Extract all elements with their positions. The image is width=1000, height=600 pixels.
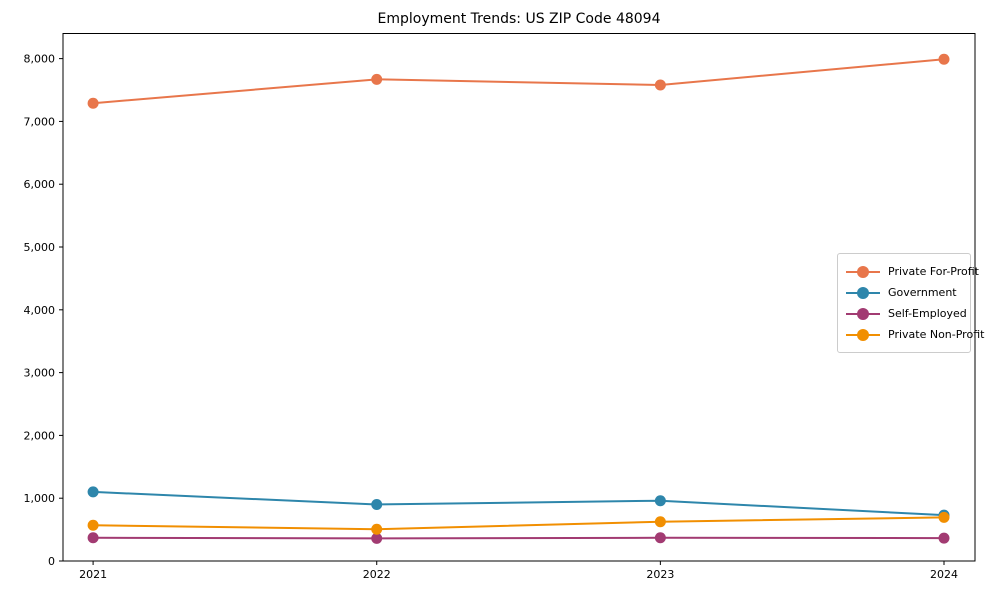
series-marker-private-non-profit xyxy=(371,523,383,535)
series-marker-private-for-profit xyxy=(371,73,383,85)
series-line-private-non-profit xyxy=(93,516,945,531)
series-marker-private-for-profit xyxy=(87,97,99,109)
series-marker-self-employed xyxy=(654,532,666,544)
x-axis-tick-label: 2024 xyxy=(930,568,958,581)
series-marker-self-employed xyxy=(87,532,99,544)
series-marker-private-for-profit xyxy=(654,79,666,91)
y-axis-tick-label: 6,000 xyxy=(24,178,56,191)
series-marker-government xyxy=(654,495,666,507)
legend-label: Private Non-Profit xyxy=(888,328,985,341)
x-axis-tick-label: 2023 xyxy=(646,568,674,581)
legend-label: Private For-Profit xyxy=(888,265,979,278)
series-line-private-for-profit xyxy=(93,58,945,105)
legend-item-private-for-profit: Private For-Profit xyxy=(846,261,979,282)
series-line-self-employed xyxy=(93,536,944,540)
series-marker-government xyxy=(371,498,383,510)
y-axis-tick-label: 3,000 xyxy=(24,367,56,380)
y-axis-tick-label: 2,000 xyxy=(24,429,56,442)
y-axis-tick-label: 1,000 xyxy=(24,492,56,505)
legend: Private For-Profit Government Self-Employe… xyxy=(837,253,984,353)
series-marker-private-for-profit xyxy=(938,53,950,65)
series-marker-private-non-profit xyxy=(87,519,99,531)
y-axis-tick-label: 0 xyxy=(48,555,55,568)
y-axis-tick-label: 7,000 xyxy=(24,115,56,128)
y-axis-tick-label: 5,000 xyxy=(24,241,56,254)
series-marker-self-employed xyxy=(371,532,383,544)
series-marker-government xyxy=(87,486,99,498)
y-axis-tick-label: 4,000 xyxy=(24,304,56,317)
legend-line-dot-icon xyxy=(846,265,880,278)
series-marker-private-non-profit xyxy=(654,516,666,528)
series-marker-private-non-profit xyxy=(938,511,950,523)
x-axis-tick-label: 2022 xyxy=(363,568,391,581)
legend-label: Government xyxy=(888,286,957,299)
legend-item-self-employed: Self-Employed xyxy=(846,303,967,324)
series-marker-self-employed xyxy=(938,532,950,544)
legend-label: Self-Employed xyxy=(888,307,967,320)
legend-line-dot-icon xyxy=(846,286,880,299)
legend-item-private-non-profit: Private Non-Profit xyxy=(846,324,984,345)
legend-item-government: Government xyxy=(846,282,962,303)
chart-title: Employment Trends: US ZIP Code 48094 xyxy=(377,11,661,27)
y-axis-tick-label: 8,000 xyxy=(24,53,56,66)
plot-border xyxy=(62,33,976,562)
series-line-government xyxy=(93,490,945,517)
x-axis-tick-label: 2021 xyxy=(79,568,107,581)
legend-line-dot-icon xyxy=(846,307,880,320)
legend-line-dot-icon xyxy=(846,328,880,341)
